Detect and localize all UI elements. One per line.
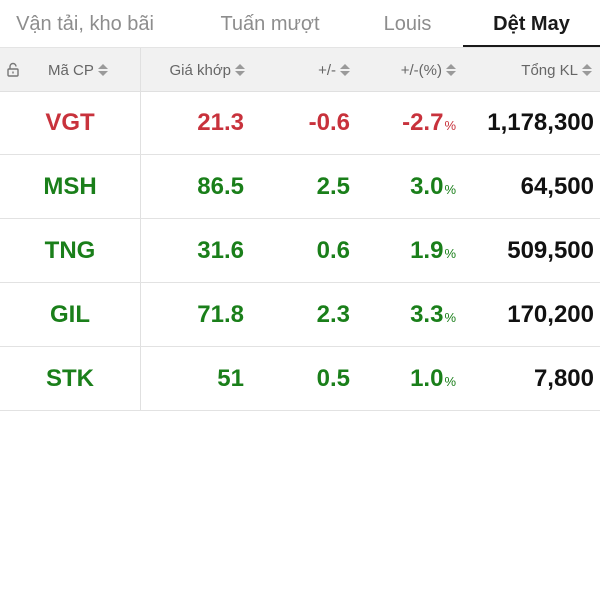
header-volume[interactable]: Tổng KL — [521, 48, 592, 92]
category-tabs: Vận tải, kho bãi Tuấn mượt Louis Dệt May — [0, 0, 600, 48]
price-change: -0.6 — [308, 108, 350, 136]
stock-code: MSH — [43, 172, 97, 200]
percent-sign: % — [444, 182, 456, 197]
table-row[interactable]: STK 51 0.5 1.0% 7,800 — [0, 347, 600, 411]
tab-det-may[interactable]: Dệt May — [463, 0, 600, 48]
percent-change: 1.0% — [410, 347, 456, 410]
percent-value: 3.3 — [410, 300, 444, 328]
percent-value: 1.9 — [410, 236, 444, 264]
header-code[interactable]: Mã CP — [48, 48, 108, 92]
header-price[interactable]: Giá khớp — [169, 48, 245, 92]
header-percent[interactable]: +/-(%) — [401, 48, 456, 92]
percent-sign: % — [444, 310, 456, 325]
sort-icon — [582, 63, 592, 77]
price-change: 0.5 — [316, 364, 350, 392]
header-percent-label: +/-(%) — [400, 61, 442, 79]
sort-icon — [235, 63, 245, 77]
sort-icon — [446, 63, 456, 77]
header-change-label: +/- — [318, 61, 336, 79]
percent-change: 3.3% — [410, 283, 456, 346]
stock-code: TNG — [44, 236, 96, 264]
price-change: 2.5 — [316, 172, 350, 200]
match-price: 71.8 — [197, 300, 244, 328]
price-change: 0.6 — [316, 236, 350, 264]
percent-value: 1.0 — [410, 364, 444, 392]
total-volume: 509,500 — [507, 236, 594, 264]
stock-code: STK — [46, 364, 94, 392]
table-row[interactable]: TNG 31.6 0.6 1.9% 509,500 — [0, 219, 600, 283]
stock-code: GIL — [50, 300, 90, 328]
header-code-label: Mã CP — [48, 61, 94, 79]
header-change[interactable]: +/- — [318, 48, 350, 92]
percent-value: -2.7 — [402, 108, 444, 136]
column-divider — [140, 48, 141, 410]
price-change: 2.3 — [316, 300, 350, 328]
percent-sign: % — [444, 118, 456, 133]
percent-value: 3.0 — [410, 172, 444, 200]
lock-icon[interactable] — [6, 62, 20, 78]
match-price: 21.3 — [197, 108, 244, 136]
header-price-label: Giá khớp — [169, 61, 231, 79]
table-row[interactable]: MSH 86.5 2.5 3.0% 64,500 — [0, 155, 600, 219]
stock-code: VGT — [45, 108, 95, 136]
match-price: 86.5 — [197, 172, 244, 200]
tab-van-tai-kho-bai[interactable]: Vận tải, kho bãi — [16, 12, 154, 35]
table-header: Mã CP Giá khớp +/- +/-(%) Tổng KL — [0, 48, 600, 92]
table-row[interactable]: GIL 71.8 2.3 3.3% 170,200 — [0, 283, 600, 347]
tabs-divider — [0, 47, 600, 48]
total-volume: 64,500 — [520, 172, 594, 200]
tab-tuan-muot[interactable]: Tuấn mượt — [220, 12, 320, 35]
percent-sign: % — [444, 374, 456, 389]
match-price: 31.6 — [197, 236, 244, 264]
match-price: 51 — [217, 364, 244, 392]
total-volume: 7,800 — [533, 364, 594, 392]
table-row[interactable]: VGT 21.3 -0.6 -2.7% 1,178,300 — [0, 91, 600, 155]
total-volume: 170,200 — [507, 300, 594, 328]
total-volume: 1,178,300 — [487, 108, 594, 136]
sort-icon — [340, 63, 350, 77]
sort-icon — [97, 63, 108, 77]
percent-change: 3.0% — [410, 155, 456, 218]
percent-change: -2.7% — [402, 91, 456, 154]
percent-change: 1.9% — [410, 219, 456, 282]
header-volume-label: Tổng KL — [521, 61, 578, 79]
percent-sign: % — [444, 246, 456, 261]
tab-louis[interactable]: Louis — [383, 12, 432, 35]
